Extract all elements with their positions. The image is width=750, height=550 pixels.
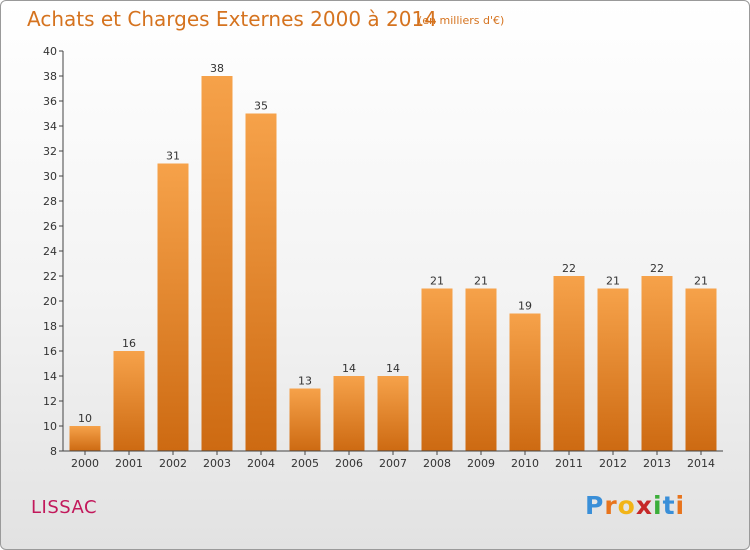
data-label-2001: 16 bbox=[122, 337, 136, 350]
data-label-2010: 19 bbox=[518, 300, 532, 313]
data-label-2014: 21 bbox=[694, 275, 708, 288]
bar-2013 bbox=[641, 276, 673, 451]
data-label-2006: 14 bbox=[342, 362, 356, 375]
data-label-2011: 22 bbox=[562, 262, 576, 275]
bar-2007 bbox=[377, 376, 409, 451]
data-label-2004: 35 bbox=[254, 100, 268, 113]
y-tick-label: 20 bbox=[43, 295, 57, 308]
x-tick-label-2010: 2010 bbox=[511, 457, 539, 470]
y-tick-label: 10 bbox=[43, 420, 57, 433]
bar-2000 bbox=[69, 426, 101, 451]
y-tick-label: 26 bbox=[43, 220, 57, 233]
bar-2004 bbox=[245, 113, 277, 451]
x-tick-label-2006: 2006 bbox=[335, 457, 363, 470]
y-tick-label: 34 bbox=[43, 120, 57, 133]
data-label-2013: 22 bbox=[650, 262, 664, 275]
x-tick-label-2000: 2000 bbox=[71, 457, 99, 470]
data-label-2008: 21 bbox=[430, 275, 444, 288]
data-label-2002: 31 bbox=[166, 150, 180, 163]
x-tick-label-2003: 2003 bbox=[203, 457, 231, 470]
y-tick-label: 16 bbox=[43, 345, 57, 358]
x-tick-label-2008: 2008 bbox=[423, 457, 451, 470]
y-tick-label: 14 bbox=[43, 370, 57, 383]
x-tick-label-2009: 2009 bbox=[467, 457, 495, 470]
commune-name: LISSAC bbox=[31, 497, 98, 518]
chart-title: Achats et Charges Externes 2000 à 2014 bbox=[27, 7, 437, 31]
x-tick-label-2012: 2012 bbox=[599, 457, 627, 470]
data-label-2005: 13 bbox=[298, 375, 312, 388]
y-tick-label: 22 bbox=[43, 270, 57, 283]
y-tick-label: 28 bbox=[43, 195, 57, 208]
y-tick-label: 38 bbox=[43, 70, 57, 83]
bar-2012 bbox=[597, 288, 629, 451]
y-tick-label: 24 bbox=[43, 245, 57, 258]
x-tick-label-2001: 2001 bbox=[115, 457, 143, 470]
y-tick-label: 32 bbox=[43, 145, 57, 158]
y-tick-label: 8 bbox=[50, 445, 57, 458]
bar-2014 bbox=[685, 288, 717, 451]
y-tick-label: 12 bbox=[43, 395, 57, 408]
x-tick-label-2011: 2011 bbox=[555, 457, 583, 470]
y-tick-label: 36 bbox=[43, 95, 57, 108]
bar-2010 bbox=[509, 313, 541, 451]
data-label-2003: 38 bbox=[210, 62, 224, 75]
data-label-2009: 21 bbox=[474, 275, 488, 288]
bar-2005 bbox=[289, 388, 321, 451]
x-tick-label-2005: 2005 bbox=[291, 457, 319, 470]
bar-2006 bbox=[333, 376, 365, 451]
x-tick-label-2004: 2004 bbox=[247, 457, 275, 470]
bar-2011 bbox=[553, 276, 585, 451]
y-tick-label: 30 bbox=[43, 170, 57, 183]
data-label-2000: 10 bbox=[78, 412, 92, 425]
y-tick-label: 40 bbox=[43, 45, 57, 58]
x-tick-label-2007: 2007 bbox=[379, 457, 407, 470]
bar-2002 bbox=[157, 163, 189, 451]
proxiti-logo: Proxiti bbox=[585, 491, 686, 520]
bar-2008 bbox=[421, 288, 453, 451]
y-tick-label: 18 bbox=[43, 320, 57, 333]
bar-2003 bbox=[201, 76, 233, 451]
x-tick-label-2002: 2002 bbox=[159, 457, 187, 470]
x-tick-label-2014: 2014 bbox=[687, 457, 715, 470]
data-label-2012: 21 bbox=[606, 275, 620, 288]
data-label-2007: 14 bbox=[386, 362, 400, 375]
x-tick-label-2013: 2013 bbox=[643, 457, 671, 470]
bar-2001 bbox=[113, 351, 145, 451]
bar-2009 bbox=[465, 288, 497, 451]
chart-unit: (en milliers d'€) bbox=[418, 14, 505, 27]
